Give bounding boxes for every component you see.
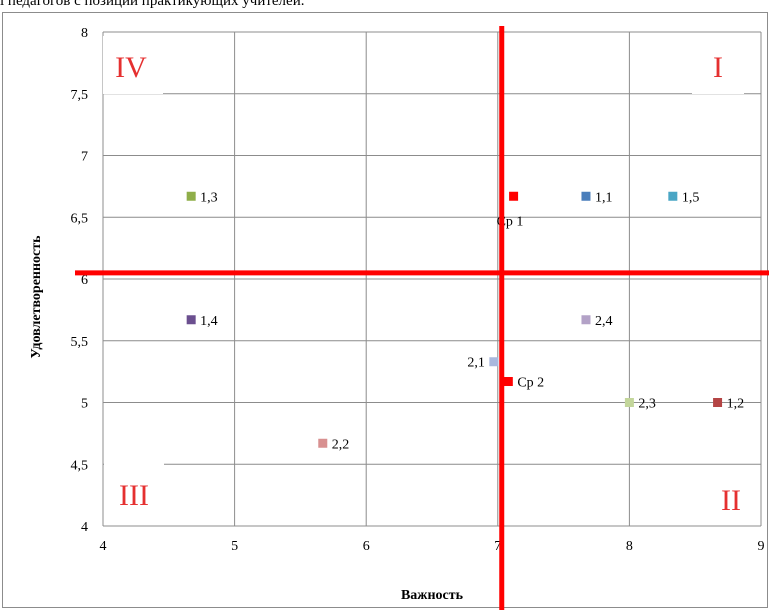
point-label-2-4: 2,4 <box>595 314 613 329</box>
data-point-1-5 <box>668 192 677 201</box>
y-tick-label: 6,5 <box>71 211 89 226</box>
y-tick-label: 8 <box>81 26 88 41</box>
y-tick-label: 7 <box>81 150 88 165</box>
quadrant-label-III: III <box>119 479 149 512</box>
point-label-1-5: 1,5 <box>682 190 700 205</box>
point-label-2-1: 2,1 <box>467 356 485 371</box>
point-label-2-3: 2,3 <box>638 397 656 412</box>
point-label-1-1: 1,1 <box>595 190 613 205</box>
point-label-ср-2: Ср 2 <box>517 376 544 391</box>
data-point-1-1 <box>581 192 590 201</box>
point-label-1-3: 1,3 <box>200 190 218 205</box>
x-tick-label: 9 <box>758 539 765 554</box>
x-tick-label: 8 <box>626 539 633 554</box>
data-point-2-2 <box>318 439 327 448</box>
quadrant-label-I: I <box>713 51 723 84</box>
data-point-1-2 <box>713 398 722 407</box>
y-tick-label: 5 <box>81 397 88 412</box>
x-tick-label: 5 <box>231 539 238 554</box>
x-tick-label: 6 <box>363 539 370 554</box>
data-point-2-1 <box>489 357 498 366</box>
point-label-2-2: 2,2 <box>332 437 350 452</box>
x-axis-title: Важность <box>401 588 464 603</box>
point-label-1-2: 1,2 <box>727 397 745 412</box>
data-point-1-4 <box>187 315 196 324</box>
point-label-1-4: 1,4 <box>200 314 218 329</box>
data-point-1-3 <box>187 192 196 201</box>
x-tick-label: 4 <box>100 539 107 554</box>
quadrant-label-IV: IV <box>115 51 147 84</box>
data-point-2-4 <box>581 315 590 324</box>
data-point-ср-2 <box>504 377 513 386</box>
y-axis-title: Удовлетворенность <box>29 235 44 359</box>
y-tick-label: 4 <box>81 520 88 535</box>
data-point-ср-1 <box>509 192 518 201</box>
data-point-2-3 <box>625 398 634 407</box>
y-tick-label: 5,5 <box>71 335 89 350</box>
y-tick-label: 7,5 <box>71 88 89 103</box>
quadrant-label-II: II <box>721 484 741 517</box>
y-tick-label: 4,5 <box>71 458 89 473</box>
